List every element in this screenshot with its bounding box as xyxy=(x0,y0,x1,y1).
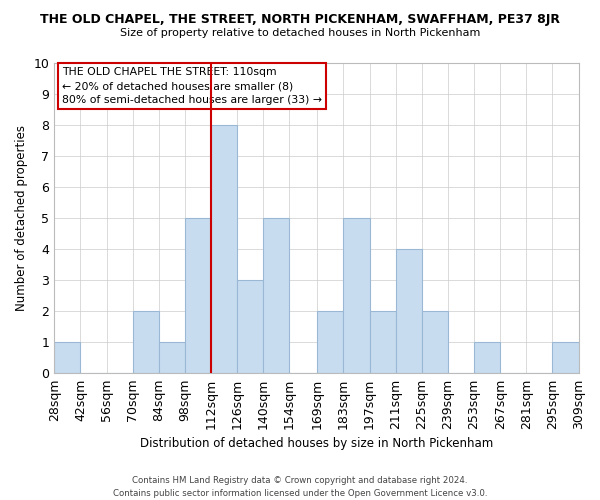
Bar xyxy=(185,218,211,374)
Bar xyxy=(343,218,370,374)
Bar xyxy=(54,342,80,374)
Text: THE OLD CHAPEL THE STREET: 110sqm
← 20% of detached houses are smaller (8)
80% o: THE OLD CHAPEL THE STREET: 110sqm ← 20% … xyxy=(62,67,322,105)
Bar xyxy=(159,342,185,374)
Bar xyxy=(211,124,237,374)
Bar xyxy=(553,342,578,374)
Bar xyxy=(422,311,448,374)
Text: Contains HM Land Registry data © Crown copyright and database right 2024.
Contai: Contains HM Land Registry data © Crown c… xyxy=(113,476,487,498)
Text: Size of property relative to detached houses in North Pickenham: Size of property relative to detached ho… xyxy=(120,28,480,38)
Bar xyxy=(317,311,343,374)
Bar xyxy=(370,311,395,374)
X-axis label: Distribution of detached houses by size in North Pickenham: Distribution of detached houses by size … xyxy=(140,437,493,450)
Y-axis label: Number of detached properties: Number of detached properties xyxy=(15,125,28,311)
Bar xyxy=(395,249,422,374)
Bar xyxy=(133,311,159,374)
Bar xyxy=(237,280,263,374)
Bar xyxy=(263,218,289,374)
Text: THE OLD CHAPEL, THE STREET, NORTH PICKENHAM, SWAFFHAM, PE37 8JR: THE OLD CHAPEL, THE STREET, NORTH PICKEN… xyxy=(40,12,560,26)
Bar xyxy=(474,342,500,374)
